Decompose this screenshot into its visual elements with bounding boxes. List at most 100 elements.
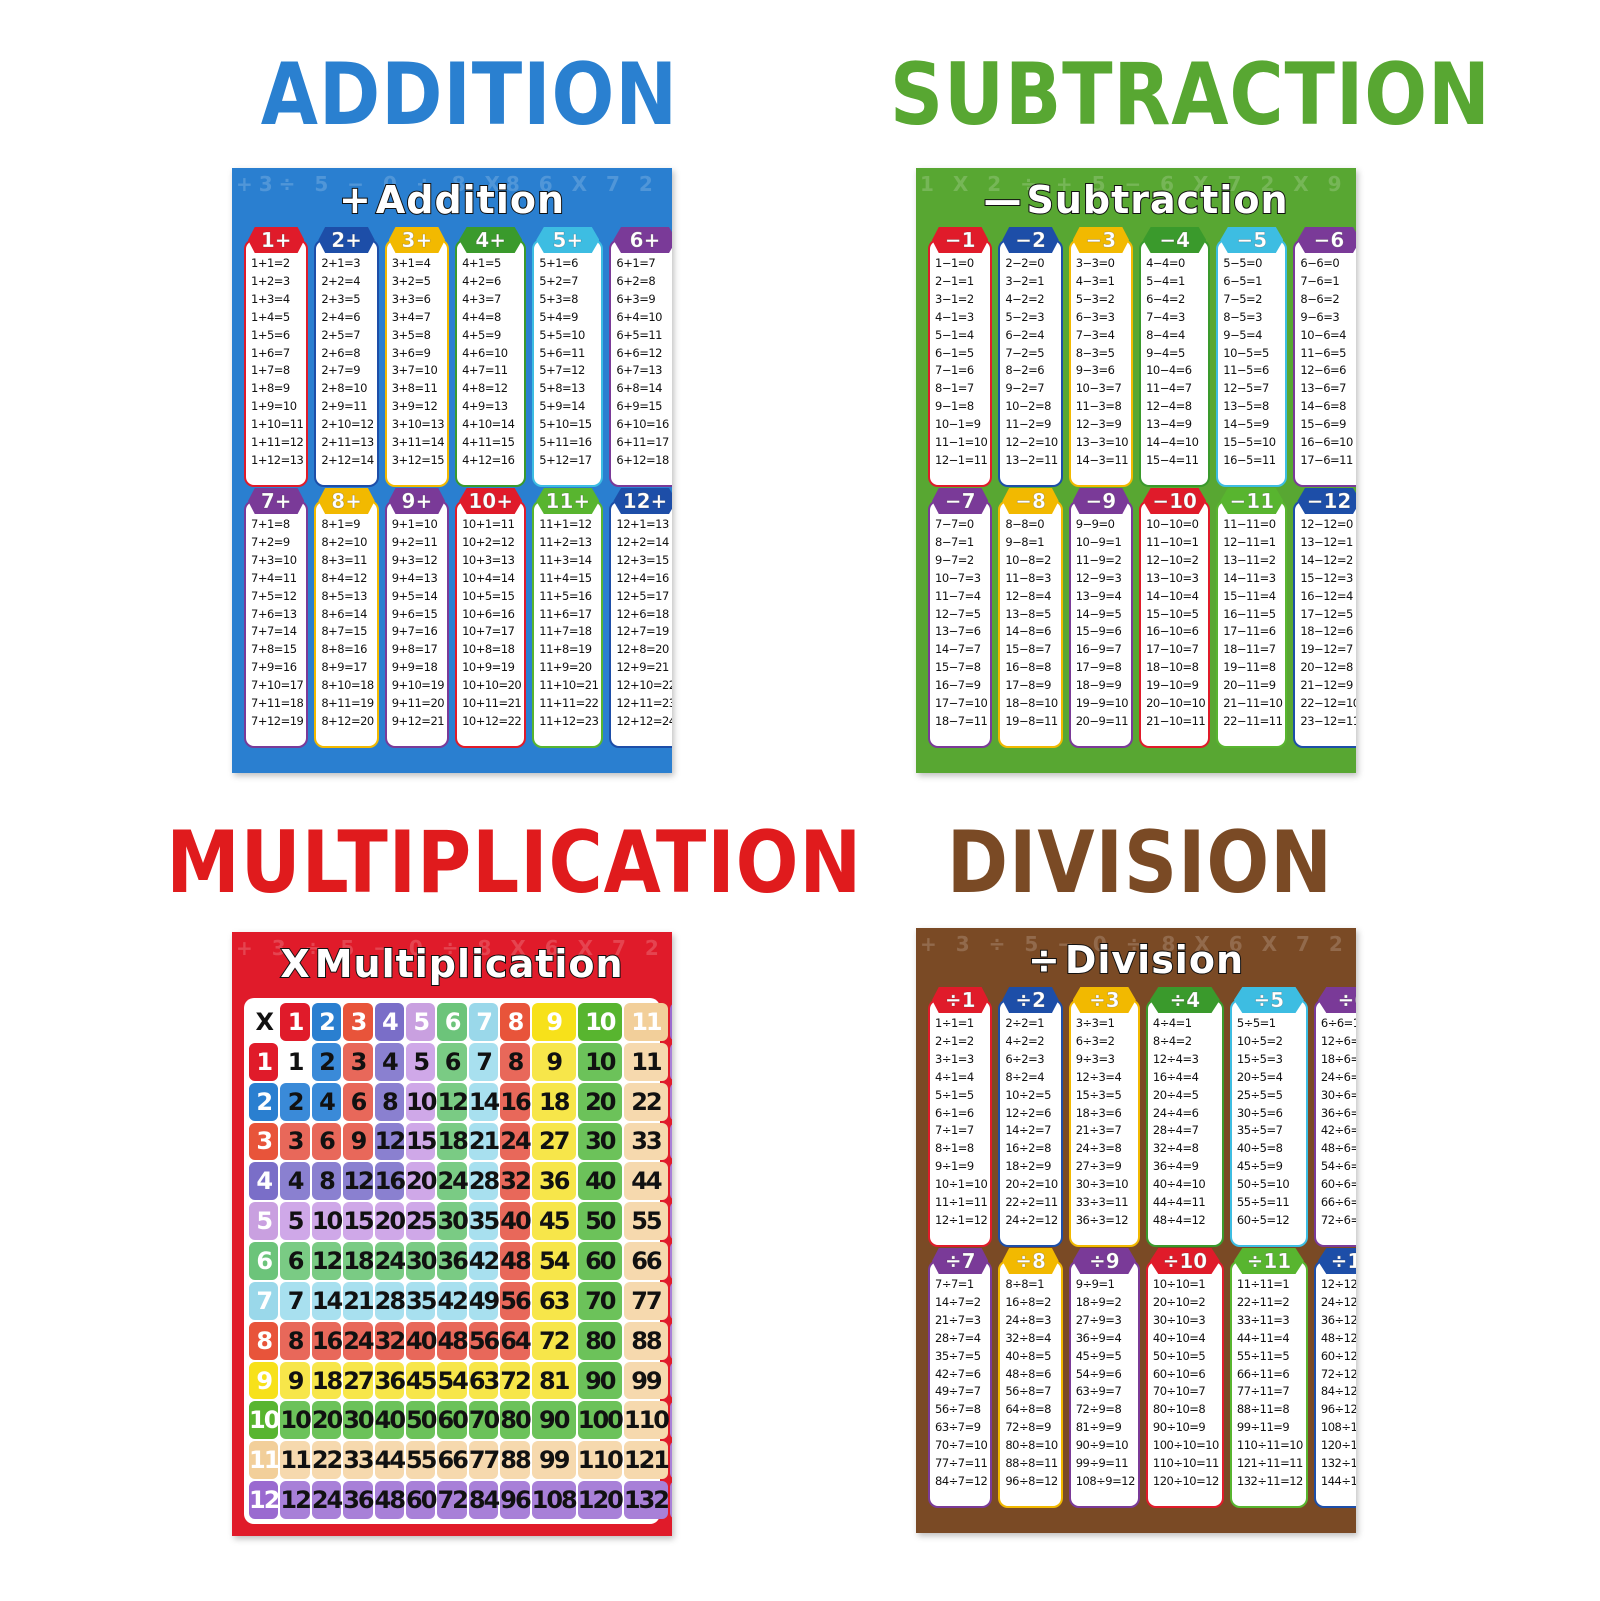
column-header: −12 [1297, 488, 1356, 514]
fact-item: 5−2=3 [1005, 309, 1045, 324]
fact-item: 8+7=15 [321, 624, 367, 639]
fact-item: 16÷4=4 [1152, 1069, 1199, 1084]
fact-item: 100÷10=10 [1152, 1438, 1220, 1453]
fact-item: 6+8=14 [616, 381, 662, 396]
fact-item: 16÷8=2 [1005, 1294, 1051, 1309]
fact-item: 11+6=17 [539, 606, 592, 621]
fact-item: 18÷9=2 [1075, 1294, 1122, 1309]
fact-item: 11−5=6 [1223, 363, 1269, 378]
fact-item: 7+5=12 [251, 588, 297, 603]
fact-item: 17−11=6 [1223, 624, 1276, 639]
fact-item: 9−2=7 [1005, 381, 1045, 396]
product-cell: 108 [669, 1361, 672, 1400]
factor-header: 6 [249, 1242, 279, 1280]
product-cell: 36 [669, 1122, 672, 1161]
product-cell: 32 [500, 1162, 532, 1201]
fact-item: 11+4=15 [539, 570, 592, 585]
product-cell: 36 [343, 1481, 375, 1519]
fact-item: 60÷10=6 [1152, 1366, 1206, 1381]
fact-column: ÷5 5÷5=1 10÷5=2 15÷5=3 20÷5=4 25÷5=5 30÷5=6 35÷… [1229, 987, 1308, 1247]
fact-item: 11+5=16 [539, 588, 592, 603]
fact-column: ÷7 7÷7=1 14÷7=2 21÷7=3 28÷7=4 35÷7=5 42÷7=6 49÷… [928, 1248, 993, 1508]
fact-item: 3+8=11 [391, 381, 438, 396]
fact-item: 84÷7=12 [935, 1473, 988, 1488]
product-cell: 28 [374, 1281, 406, 1320]
product-cell: 60 [577, 1242, 622, 1280]
fact-item: 6+2=8 [616, 273, 656, 288]
product-cell: 120 [669, 1401, 672, 1440]
fact-item: 13−11=2 [1223, 552, 1276, 567]
division-heading: DIVISION [946, 813, 1333, 913]
product-cell: 11 [623, 1042, 668, 1081]
product-cell: 144 [669, 1481, 672, 1519]
fact-item: 1+4=5 [251, 309, 290, 324]
product-cell: 44 [623, 1162, 668, 1201]
multiplication-title-text: Multiplication [314, 941, 624, 987]
fact-item: 15−7=8 [935, 660, 981, 675]
fact-item: 2+7=9 [321, 363, 361, 378]
fact-item: 10+9=19 [462, 660, 515, 675]
fact-item: 12÷6=2 [1320, 1033, 1356, 1048]
fact-item: 4+12=16 [462, 452, 515, 467]
fact-item: 10−1=9 [935, 417, 981, 432]
product-cell: 100 [577, 1401, 624, 1440]
fact-column: −4 4−4=0 5−4=1 6−4=2 7−4=3 8−4=4 9−4=5 10−4=6 11… [1139, 227, 1211, 487]
fact-item: 28÷4=7 [1152, 1123, 1199, 1138]
column-header: 10+ [459, 488, 523, 514]
fact-item: 12+2=14 [616, 534, 669, 549]
fact-item: 1+6=7 [251, 345, 290, 360]
product-cell: 5 [280, 1202, 310, 1241]
fact-item: 10+5=15 [462, 588, 515, 603]
fact-item: 5+6=11 [539, 345, 585, 360]
fact-item: 6+7=13 [616, 363, 662, 378]
fact-item: 9÷9=1 [1075, 1277, 1115, 1291]
product-cell: 33 [343, 1441, 375, 1480]
fact-item: 8+9=17 [321, 660, 367, 675]
fact-item: 80÷10=8 [1152, 1402, 1206, 1417]
fact-item: 35÷5=7 [1236, 1123, 1283, 1138]
fact-item: 11−10=1 [1146, 534, 1199, 549]
fact-item: 60÷6=10 [1320, 1177, 1356, 1192]
column-header: −11 [1220, 488, 1284, 514]
column-header: ÷10 [1149, 1248, 1220, 1274]
fact-item: 16−8=8 [1005, 660, 1051, 675]
fact-item: 32÷8=4 [1005, 1330, 1051, 1345]
fact-item: 110÷10=11 [1152, 1456, 1220, 1471]
fact-column: −6 6−6=0 7−6=1 8−6=2 9−6=3 10−6=4 11−6=5 12−6=6… [1293, 227, 1356, 487]
column-header: ÷12 [1317, 1248, 1356, 1274]
fact-item: 5+2=7 [539, 273, 578, 288]
minus-icon: — [982, 177, 1023, 223]
product-cell: 6 [343, 1082, 373, 1121]
fact-item: 7+10=17 [251, 678, 304, 693]
fact-item: 12−10=2 [1146, 552, 1199, 567]
product-cell: 40 [406, 1321, 437, 1360]
product-cell: 24 [343, 1321, 375, 1360]
fact-item: 55÷5=11 [1236, 1195, 1290, 1210]
fact-item: 56÷7=8 [935, 1402, 981, 1417]
product-cell: 45 [406, 1361, 437, 1400]
fact-item: 24÷2=12 [1005, 1212, 1058, 1227]
product-cell: 72 [669, 1242, 672, 1280]
fact-item: 60÷5=12 [1236, 1212, 1290, 1227]
fact-item: 2+3=5 [321, 291, 361, 306]
factor-header: 7 [468, 1003, 499, 1041]
product-cell: 7 [280, 1281, 310, 1320]
fact-item: 9÷3=3 [1075, 1051, 1115, 1066]
fact-item: 3+2=5 [391, 273, 431, 288]
product-cell: 56 [500, 1281, 532, 1320]
product-cell: 14 [468, 1082, 500, 1121]
factor-header: 4 [374, 1003, 405, 1041]
fact-item: 2+12=14 [321, 452, 374, 467]
fact-item: 3+9=12 [391, 399, 438, 414]
fact-item: 20÷5=4 [1236, 1069, 1283, 1084]
fact-item: 63÷7=9 [935, 1420, 981, 1435]
fact-item: 120÷10=12 [1152, 1473, 1220, 1488]
fact-item: 12+9=21 [616, 660, 669, 675]
product-cell: 4 [311, 1082, 342, 1121]
fact-item: 9+5=14 [391, 588, 438, 603]
fact-item: 3+11=14 [391, 435, 445, 450]
column-header: ÷11 [1233, 1248, 1304, 1274]
fact-item: 12−12=0 [1300, 517, 1353, 531]
fact-item: 8÷2=4 [1005, 1069, 1045, 1084]
background-pattern: + 3 ÷ 5 − 0 ÷ 8 X 6 X 7 2 9 [236, 936, 672, 960]
